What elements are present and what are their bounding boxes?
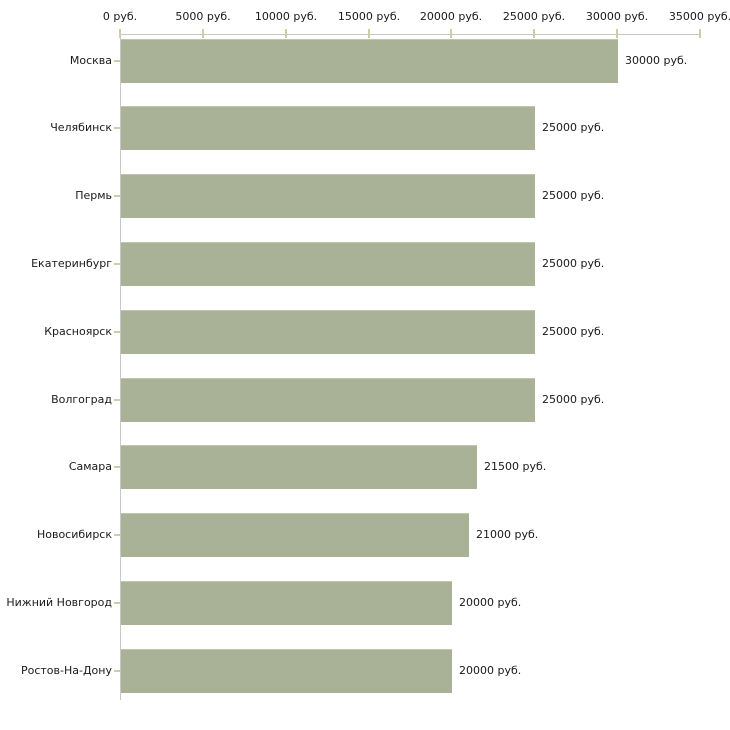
category-tick-mark <box>114 602 120 604</box>
category-label: Нижний Новгород <box>6 596 112 609</box>
category-tick-mark <box>114 399 120 401</box>
bar <box>121 378 535 422</box>
x-axis-tick-label: 25000 руб. <box>502 10 566 23</box>
category-tick-mark <box>114 195 120 197</box>
bar <box>121 581 452 625</box>
bar-value-label: 25000 руб. <box>542 257 605 270</box>
category-label: Ростов-На-Дону <box>20 664 112 677</box>
bar-value-label: 20000 руб. <box>459 596 522 609</box>
x-axis-tick-label: 15000 руб. <box>337 10 401 23</box>
x-axis-tick-label: 10000 руб. <box>254 10 318 23</box>
category-label: Волгоград <box>51 393 112 406</box>
category-tick-mark <box>114 331 120 333</box>
bar <box>121 106 535 150</box>
bar-value-label: 25000 руб. <box>542 189 605 202</box>
category-label: Москва <box>69 54 112 67</box>
bar <box>121 445 477 489</box>
bar <box>121 649 452 693</box>
x-axis-tick-mark <box>368 29 370 38</box>
x-axis-tick-label: 30000 руб. <box>585 10 649 23</box>
x-axis-tick-mark <box>119 29 121 38</box>
category-label: Новосибирск <box>36 528 112 541</box>
x-axis-tick-label: 0 руб. <box>102 10 138 23</box>
category-tick-mark <box>114 127 120 129</box>
bar-value-label: 21500 руб. <box>484 460 547 473</box>
category-tick-mark <box>114 534 120 536</box>
bar-value-label: 25000 руб. <box>542 325 605 338</box>
bar <box>121 242 535 286</box>
x-axis-tick-mark <box>699 29 701 38</box>
category-label: Красноярск <box>44 325 112 338</box>
bar-value-label: 21000 руб. <box>476 528 539 541</box>
category-tick-mark <box>114 263 120 265</box>
x-axis-tick-label: 5000 руб. <box>175 10 231 23</box>
category-label: Челябинск <box>50 121 112 134</box>
bar-value-label: 30000 руб. <box>625 54 688 67</box>
x-axis-tick-label: 20000 руб. <box>419 10 483 23</box>
x-axis-tick-mark <box>533 29 535 38</box>
category-tick-mark <box>114 670 120 672</box>
bar <box>121 39 618 83</box>
bar-value-label: 20000 руб. <box>459 664 522 677</box>
category-label: Пермь <box>75 189 112 202</box>
x-axis-tick-mark <box>450 29 452 38</box>
category-tick-mark <box>114 466 120 468</box>
x-axis-tick-label: 35000 руб. <box>668 10 730 23</box>
bar-value-label: 25000 руб. <box>542 121 605 134</box>
x-axis-line <box>120 34 701 35</box>
bar-value-label: 25000 руб. <box>542 393 605 406</box>
bar <box>121 513 469 557</box>
x-axis-tick-mark <box>285 29 287 38</box>
y-axis-line <box>120 34 121 700</box>
category-tick-mark <box>114 60 120 62</box>
category-label: Самара <box>68 460 112 473</box>
category-label: Екатеринбург <box>31 257 112 270</box>
bar <box>121 174 535 218</box>
x-axis-tick-mark <box>202 29 204 38</box>
x-axis-tick-mark <box>616 29 618 38</box>
bar <box>121 310 535 354</box>
